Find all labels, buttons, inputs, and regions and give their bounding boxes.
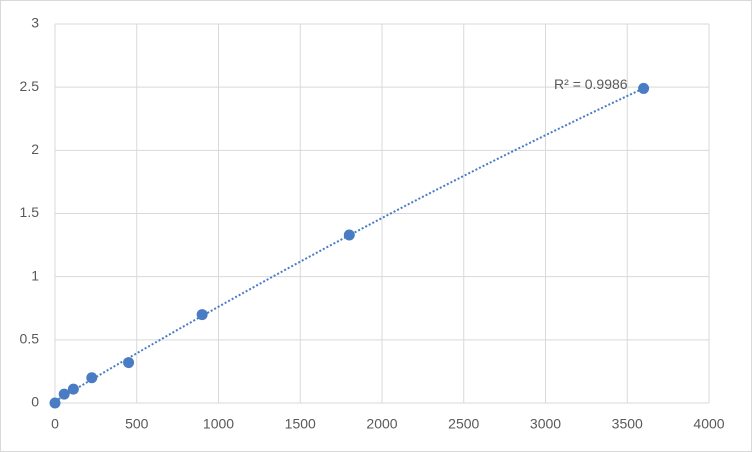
point xyxy=(196,309,208,321)
x-tick-label: 2500 xyxy=(448,416,479,432)
x-tick-label: 1500 xyxy=(285,416,316,432)
y-tick-label: 2.5 xyxy=(20,78,40,94)
point xyxy=(123,357,135,369)
y-tick-label: 0.5 xyxy=(20,331,40,347)
x-tick-label: 3000 xyxy=(530,416,561,432)
y-tick-label: 1 xyxy=(31,267,39,283)
x-tick-label: 500 xyxy=(125,416,149,432)
point xyxy=(86,372,98,384)
y-tick-label: 1.5 xyxy=(20,204,40,220)
x-tick-label: 0 xyxy=(51,416,59,432)
point xyxy=(49,397,61,409)
annotation: R² = 0.9986 xyxy=(554,76,628,92)
y-tick-label: 0 xyxy=(31,394,39,410)
x-tick-label: 3500 xyxy=(612,416,643,432)
point xyxy=(58,388,70,400)
y-tick-label: 3 xyxy=(31,15,39,31)
point xyxy=(638,82,650,94)
point xyxy=(67,383,79,395)
x-tick-label: 4000 xyxy=(693,416,724,432)
y-tick-label: 2 xyxy=(31,141,39,157)
x-tick-label: 1000 xyxy=(203,416,234,432)
x-tick-label: 2000 xyxy=(366,416,397,432)
point xyxy=(343,229,355,241)
